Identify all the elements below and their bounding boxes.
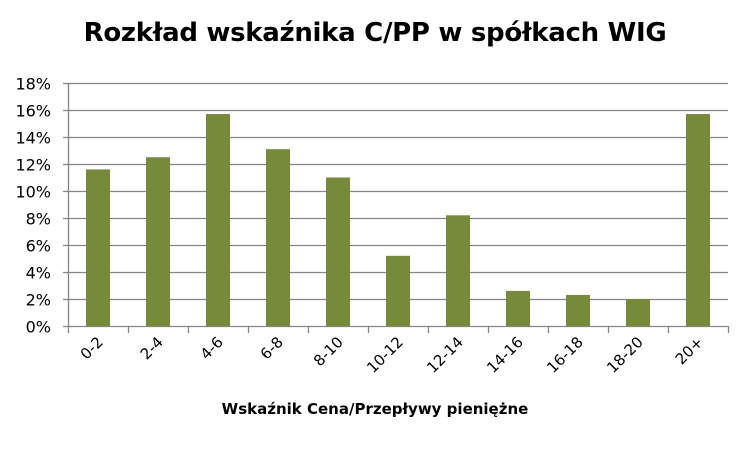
x-tick-label: 6-8 — [257, 333, 287, 363]
bar-2-4 — [146, 157, 170, 326]
bar-10-12 — [386, 255, 410, 326]
x-tick-label: 8-10 — [310, 333, 347, 370]
y-tick-label: 10% — [15, 183, 51, 202]
x-tick-label: 14-16 — [483, 333, 527, 377]
x-tick-label: 4-6 — [197, 333, 227, 363]
y-tick-label: 12% — [15, 156, 51, 175]
x-axis-label: Wskaźnik Cena/Przepływy pieniężne — [221, 400, 529, 418]
x-tick-label: 20+ — [672, 333, 707, 368]
bar-16-18 — [566, 294, 590, 326]
x-tick-label: 18-20 — [603, 333, 647, 377]
x-axis-tick-labels: 0-2 2-4 4-6 6-8 8-10 10-12 12-14 14-16 16-18 18-2… — [77, 333, 707, 377]
y-tick-label: 6% — [26, 237, 51, 256]
y-tick-label: 4% — [26, 264, 51, 283]
bar-0-2 — [86, 169, 110, 326]
x-tick-label: 16-18 — [543, 333, 587, 377]
bar-12-14 — [446, 215, 470, 326]
x-tick-label: 2-4 — [137, 333, 167, 363]
y-tick-label: 16% — [15, 102, 51, 121]
y-tick-label: 18% — [15, 75, 51, 94]
bar-4-6 — [206, 114, 230, 326]
y-tick-label: 2% — [26, 291, 51, 310]
bar-6-8 — [266, 149, 290, 326]
bar-20+ — [686, 114, 710, 326]
bar-14-16 — [506, 290, 530, 326]
axes — [67, 83, 730, 333]
x-tick-label: 10-12 — [363, 333, 407, 377]
chart-title: Rozkład wskaźnika C/PP w spółkach WIG — [83, 18, 667, 48]
y-tick-label: 8% — [26, 210, 51, 229]
bars — [86, 114, 710, 326]
y-tick-label: 14% — [15, 129, 51, 148]
x-tick-label: 12-14 — [423, 333, 467, 377]
y-tick-label: 0% — [26, 318, 51, 337]
bar-18-20 — [626, 299, 650, 326]
bar-8-10 — [326, 177, 350, 326]
x-tick-label: 0-2 — [77, 333, 107, 363]
y-axis-tick-labels: 0% 2% 4% 6% 8% 10% 12% 14% 16% 18% — [15, 75, 51, 337]
